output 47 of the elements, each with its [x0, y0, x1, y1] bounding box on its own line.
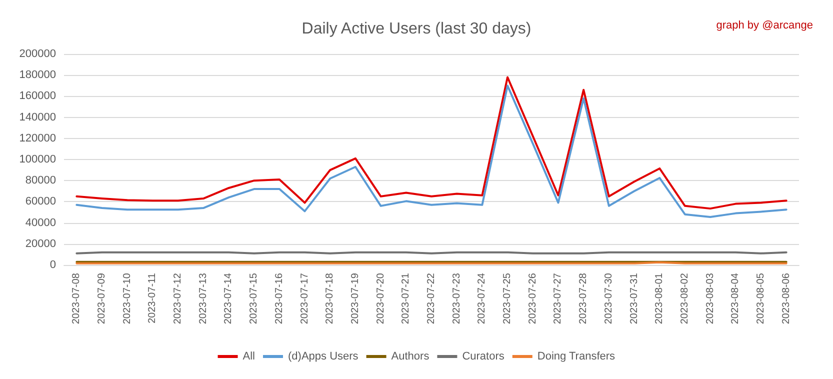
x-tick-label: 2023-07-16: [274, 272, 285, 324]
x-tick-label: 2023-07-24: [476, 272, 488, 324]
y-tick-label: 0: [50, 259, 56, 271]
y-tick-label: 80000: [25, 174, 56, 187]
x-tick-label: 2023-07-19: [350, 272, 361, 324]
x-tick-label: 2023-07-09: [96, 272, 108, 324]
x-tick-label: 2023-07-21: [400, 272, 412, 324]
x-tick-label: 2023-08-01: [654, 272, 666, 324]
y-tick-label: 60000: [25, 196, 56, 208]
x-tick-label: 2023-07-15: [248, 272, 260, 324]
x-tick-label: 2023-07-11: [147, 272, 158, 324]
x-tick-label: 2023-07-25: [502, 272, 514, 324]
x-tick-label: 2023-08-04: [730, 272, 742, 324]
chart-title: Daily Active Users (last 30 days): [302, 20, 532, 38]
legend-label: Authors: [391, 350, 430, 362]
y-tick-label: 160000: [19, 90, 56, 102]
x-tick-label: 2023-07-31: [628, 272, 640, 324]
x-tick-label: 2023-07-22: [426, 272, 437, 324]
x-tick-label: 2023-07-08: [71, 272, 82, 324]
x-tick-label: 2023-08-02: [679, 272, 690, 324]
text: graph by @arcange: [716, 20, 814, 32]
x-tick-label: 2023-08-06: [780, 272, 792, 324]
x-tick-label: 2023-07-30: [603, 272, 614, 324]
y-tick-label: 180000: [19, 69, 56, 82]
y-tick-label: 200000: [19, 48, 56, 60]
y-tick-label: 120000: [19, 132, 56, 144]
x-tick-label: 2023-08-05: [755, 272, 766, 324]
x-tick-label: 2023-07-13: [198, 272, 209, 324]
legend-label: (d)Apps Users: [288, 350, 359, 362]
x-tick-label: 2023-07-18: [324, 272, 336, 324]
x-tick-label: 2023-07-12: [172, 272, 184, 324]
x-tick-label: 2023-07-26: [527, 272, 538, 324]
y-tick-label: 100000: [19, 154, 56, 166]
x-tick-label: 2023-07-23: [451, 272, 462, 324]
x-tick-label: 2023-08-03: [704, 272, 716, 324]
x-tick-label: 2023-07-28: [578, 272, 590, 324]
y-tick-label: 20000: [25, 238, 56, 250]
legend-label: Doing Transfers: [537, 350, 616, 362]
y-tick-label: 140000: [19, 111, 56, 124]
x-tick-label: 2023-07-17: [299, 272, 310, 324]
x-tick-label: 2023-07-10: [122, 272, 133, 324]
y-tick-label: 40000: [25, 216, 56, 229]
legend-label: All: [242, 350, 256, 362]
x-tick-label: 2023-07-27: [552, 272, 564, 324]
x-tick-label: 2023-07-20: [375, 272, 386, 324]
legend-label: Curators: [462, 350, 505, 362]
x-tick-label: 2023-07-14: [223, 272, 234, 324]
